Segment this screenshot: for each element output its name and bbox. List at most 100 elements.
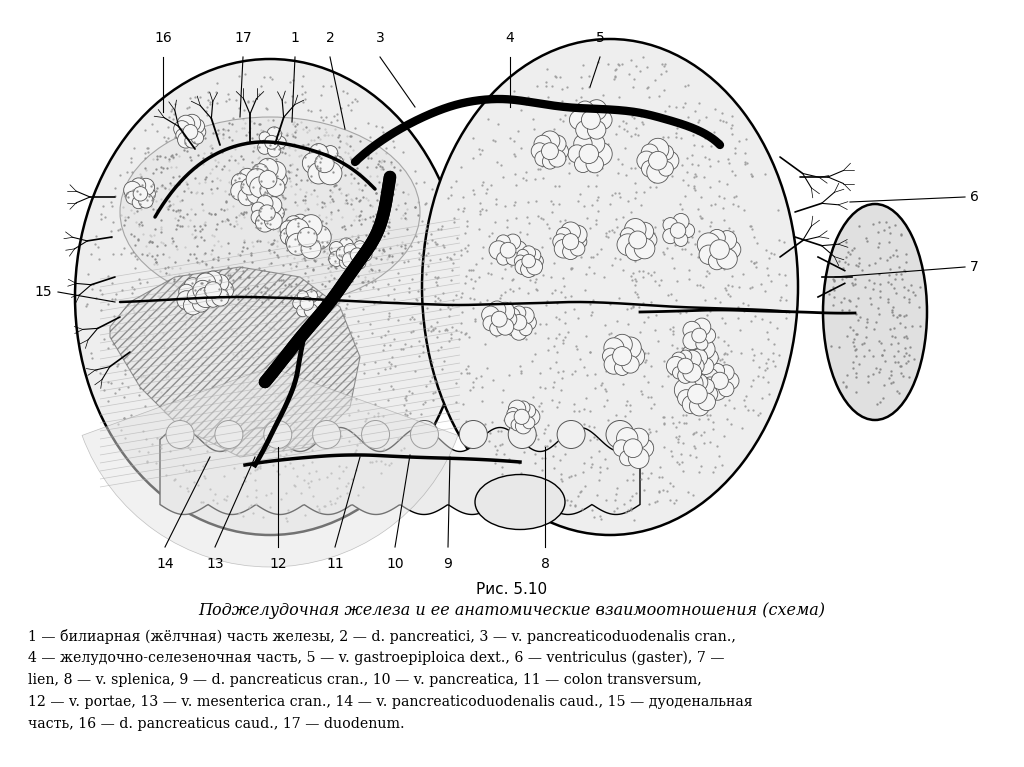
Circle shape xyxy=(285,216,302,232)
Circle shape xyxy=(267,143,281,157)
Text: 7: 7 xyxy=(970,260,979,274)
Circle shape xyxy=(252,202,265,216)
Circle shape xyxy=(239,168,255,185)
Circle shape xyxy=(562,244,579,259)
Circle shape xyxy=(256,213,274,232)
Circle shape xyxy=(577,101,594,119)
Circle shape xyxy=(339,238,353,252)
Circle shape xyxy=(304,290,317,303)
Circle shape xyxy=(509,400,525,417)
Circle shape xyxy=(542,143,558,160)
Circle shape xyxy=(251,178,268,196)
Ellipse shape xyxy=(422,39,798,535)
Circle shape xyxy=(213,280,233,301)
Circle shape xyxy=(682,395,700,413)
Circle shape xyxy=(606,420,634,449)
Circle shape xyxy=(247,170,264,187)
Circle shape xyxy=(291,225,306,241)
Circle shape xyxy=(266,178,285,196)
Circle shape xyxy=(658,161,674,176)
Circle shape xyxy=(301,239,322,258)
Circle shape xyxy=(497,252,510,265)
Text: 13: 13 xyxy=(206,557,224,571)
Text: lien, 8 — v. splenica, 9 — d. pancreaticus cran., 10 — v. pancreatica, 11 — colo: lien, 8 — v. splenica, 9 — d. pancreatic… xyxy=(28,673,701,687)
Circle shape xyxy=(683,321,700,339)
Circle shape xyxy=(675,378,698,402)
Circle shape xyxy=(143,188,156,200)
Circle shape xyxy=(689,396,710,416)
Circle shape xyxy=(709,252,725,270)
Circle shape xyxy=(580,144,598,163)
Circle shape xyxy=(554,239,573,258)
Circle shape xyxy=(709,229,725,246)
Text: 6: 6 xyxy=(970,190,979,204)
Circle shape xyxy=(361,420,389,449)
Circle shape xyxy=(312,420,341,449)
Circle shape xyxy=(623,345,645,367)
Circle shape xyxy=(183,296,203,315)
Circle shape xyxy=(517,308,535,324)
Circle shape xyxy=(680,223,694,238)
Circle shape xyxy=(574,235,587,248)
Circle shape xyxy=(690,349,708,367)
Circle shape xyxy=(629,231,647,249)
Circle shape xyxy=(593,110,612,130)
Circle shape xyxy=(549,135,566,153)
Circle shape xyxy=(519,323,532,336)
Circle shape xyxy=(481,306,500,324)
Circle shape xyxy=(673,367,685,379)
Circle shape xyxy=(635,439,653,457)
Circle shape xyxy=(512,306,526,320)
Circle shape xyxy=(719,365,734,380)
Circle shape xyxy=(246,169,268,190)
Circle shape xyxy=(626,241,645,261)
Circle shape xyxy=(177,291,196,310)
Circle shape xyxy=(604,337,624,358)
Circle shape xyxy=(667,357,685,376)
Circle shape xyxy=(717,249,737,269)
Circle shape xyxy=(183,114,201,132)
Circle shape xyxy=(624,439,642,458)
Circle shape xyxy=(264,420,292,449)
Circle shape xyxy=(251,210,265,225)
Circle shape xyxy=(692,328,707,343)
Circle shape xyxy=(204,271,222,288)
Circle shape xyxy=(315,153,334,173)
Circle shape xyxy=(264,212,283,229)
Circle shape xyxy=(629,448,649,469)
Circle shape xyxy=(699,245,719,265)
Circle shape xyxy=(696,338,708,350)
Circle shape xyxy=(270,171,288,188)
Circle shape xyxy=(680,372,703,396)
Circle shape xyxy=(710,240,729,259)
Ellipse shape xyxy=(475,475,565,529)
Circle shape xyxy=(505,412,521,428)
Circle shape xyxy=(300,215,323,237)
Circle shape xyxy=(258,140,271,154)
Circle shape xyxy=(177,131,195,148)
Circle shape xyxy=(612,347,632,366)
Circle shape xyxy=(252,163,268,179)
Circle shape xyxy=(342,252,358,268)
Circle shape xyxy=(629,428,649,449)
Circle shape xyxy=(641,144,658,161)
Circle shape xyxy=(259,132,270,143)
Circle shape xyxy=(281,227,298,245)
Circle shape xyxy=(215,420,243,449)
Circle shape xyxy=(339,255,353,269)
Circle shape xyxy=(582,110,600,130)
Circle shape xyxy=(309,143,328,163)
Circle shape xyxy=(640,232,657,249)
Text: 12: 12 xyxy=(269,557,287,571)
Circle shape xyxy=(622,356,639,373)
Circle shape xyxy=(530,255,544,268)
Circle shape xyxy=(557,420,585,449)
Circle shape xyxy=(196,288,216,308)
Circle shape xyxy=(543,154,557,169)
Circle shape xyxy=(297,304,309,317)
Circle shape xyxy=(613,439,630,456)
Circle shape xyxy=(269,206,285,220)
Circle shape xyxy=(658,145,674,160)
Circle shape xyxy=(514,255,526,267)
Circle shape xyxy=(258,158,279,179)
